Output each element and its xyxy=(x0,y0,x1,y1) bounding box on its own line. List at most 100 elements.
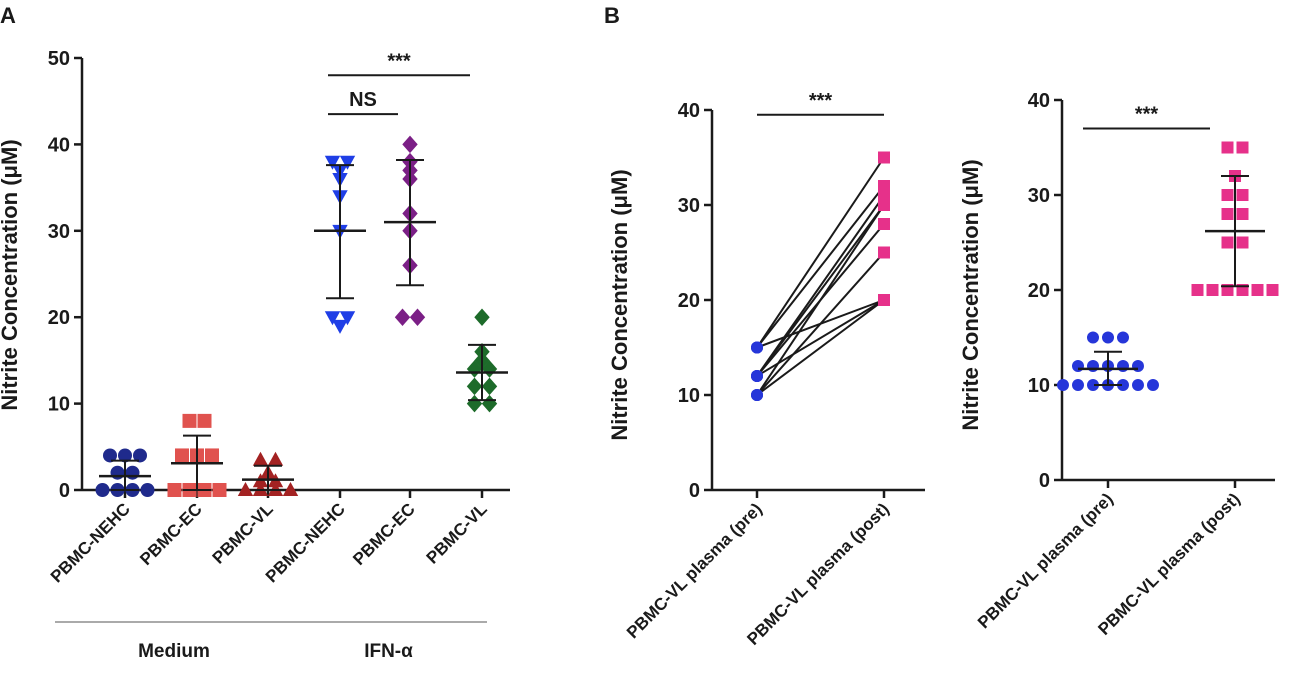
b2-data-point xyxy=(1236,208,1249,220)
a-data-point xyxy=(197,413,212,428)
a-y-tick-label: 30 xyxy=(48,221,70,243)
a-data-point xyxy=(481,394,498,413)
b2-data-point xyxy=(1221,141,1234,154)
a-significance-label: *** xyxy=(387,50,411,72)
b2-data-point xyxy=(1221,236,1234,249)
b1-significance-label: *** xyxy=(809,90,833,112)
a-category-label: PBMC-EC xyxy=(136,499,206,569)
b2-data-point xyxy=(1266,284,1279,296)
a-data-point xyxy=(267,451,284,466)
a-y-tick-label: 0 xyxy=(59,480,70,502)
a-y-tick-label: 10 xyxy=(48,394,70,416)
b2-data-point xyxy=(1236,236,1249,249)
b2-y-tick-label: 30 xyxy=(1028,185,1050,207)
b2-data-point xyxy=(1087,360,1099,372)
a-category-label: PBMC-EC xyxy=(349,499,419,569)
b1-pair-line xyxy=(756,299,885,396)
a-category-label: PBMC-VL xyxy=(209,499,277,567)
b1-y-tick-label: 30 xyxy=(678,195,700,217)
b2-data-point xyxy=(1087,379,1099,391)
b2-data-point xyxy=(1087,331,1099,344)
b2-data-point xyxy=(1221,208,1234,220)
b2-data-point xyxy=(1236,141,1249,154)
chart-panel-b-paired: 0 10 20 30 40 Nitrite Concentration (μM) PBMC-… xyxy=(607,90,925,649)
b1-pair-line xyxy=(756,156,885,349)
a-data-point xyxy=(339,311,356,326)
a-data-point xyxy=(237,481,254,496)
a-data-point xyxy=(394,308,411,326)
b2-category-label: PBMC-VL plasma (pre) xyxy=(974,489,1117,632)
b1-post-point xyxy=(878,294,890,306)
b1-post-point xyxy=(878,180,890,192)
b1-pair-line xyxy=(756,299,885,349)
b1-y-axis-label: Nitrite Concentration (μM) xyxy=(607,169,632,440)
panel-letter-b: B xyxy=(604,3,620,28)
b1-pair-line xyxy=(756,204,885,377)
b1-y-tick-label: 10 xyxy=(678,385,700,407)
b1-pre-point xyxy=(751,389,763,401)
a-group-label: IFN-α xyxy=(364,641,413,662)
b2-category-label: PBMC-VL plasma (post) xyxy=(1094,489,1243,638)
b2-data-point xyxy=(1236,189,1249,201)
a-category-label: PBMC-NEHC xyxy=(47,499,134,586)
a-data-point xyxy=(481,377,498,396)
b1-post-point xyxy=(878,151,890,164)
b1-post-point xyxy=(878,199,890,211)
a-data-point xyxy=(474,308,490,326)
chart-panel-b-scatter: 0 10 20 30 40 Nitrite Concentration (μM) PBMC-… xyxy=(958,90,1279,639)
b2-y-tick-label: 20 xyxy=(1028,280,1050,302)
a-data-point xyxy=(332,319,348,334)
b1-y-tick-label: 40 xyxy=(678,100,700,122)
a-data-point xyxy=(252,481,269,496)
a-data-point xyxy=(466,394,483,413)
panel-letter-a: A xyxy=(0,3,16,28)
a-data-point xyxy=(205,448,219,463)
a-data-point xyxy=(133,448,147,463)
a-data-point xyxy=(182,413,197,428)
b2-y-axis-label: Nitrite Concentration (μM) xyxy=(958,159,983,430)
a-data-point xyxy=(125,465,140,480)
b1-pre-point xyxy=(751,341,763,354)
b2-data-point xyxy=(1191,284,1204,296)
a-data-point xyxy=(402,135,418,154)
b1-y-tick-label: 20 xyxy=(678,290,700,312)
b2-data-point xyxy=(1251,284,1264,296)
a-data-point xyxy=(324,311,341,326)
chart-panel-a: 0 10 20 30 40 50 Nitrite Concentration (μM) PBM… xyxy=(0,48,510,662)
a-y-tick-label: 20 xyxy=(48,307,70,329)
b2-data-point xyxy=(1102,331,1114,344)
a-category-label: PBMC-VL xyxy=(423,499,491,567)
b1-pre-point xyxy=(751,370,763,382)
a-data-point xyxy=(140,483,155,497)
b2-data-point xyxy=(1206,284,1219,296)
b1-pair-line xyxy=(756,204,885,396)
a-data-point xyxy=(466,377,483,396)
a-data-point xyxy=(167,483,182,497)
b1-category-label: PBMC-VL plasma (post) xyxy=(743,499,892,648)
a-data-point xyxy=(252,451,269,466)
b1-post-point xyxy=(878,218,890,230)
b2-significance-label: *** xyxy=(1135,104,1159,126)
b2-data-point xyxy=(1117,379,1129,391)
b2-data-point xyxy=(1221,189,1234,201)
b2-data-point xyxy=(1072,379,1084,391)
b1-category-label: PBMC-VL plasma (pre) xyxy=(623,499,766,642)
a-data-point xyxy=(282,481,299,496)
a-y-axis-label: Nitrite Concentration (μM) xyxy=(0,139,22,410)
b1-y-tick-label: 0 xyxy=(689,480,700,502)
a-y-tick-label: 40 xyxy=(48,134,70,156)
a-data-point xyxy=(103,448,117,463)
a-data-point xyxy=(409,308,426,326)
b2-data-point xyxy=(1057,379,1069,391)
b1-pair-line xyxy=(756,299,885,377)
a-data-point xyxy=(95,483,110,497)
b2-y-tick-label: 10 xyxy=(1028,375,1050,397)
b2-y-tick-label: 0 xyxy=(1039,470,1050,492)
b2-y-tick-label: 40 xyxy=(1028,90,1050,112)
a-data-point xyxy=(175,448,189,463)
b1-post-point xyxy=(878,246,890,259)
a-group-label: Medium xyxy=(138,641,210,662)
b2-data-point xyxy=(1072,360,1084,372)
a-significance-label: NS xyxy=(349,89,377,111)
